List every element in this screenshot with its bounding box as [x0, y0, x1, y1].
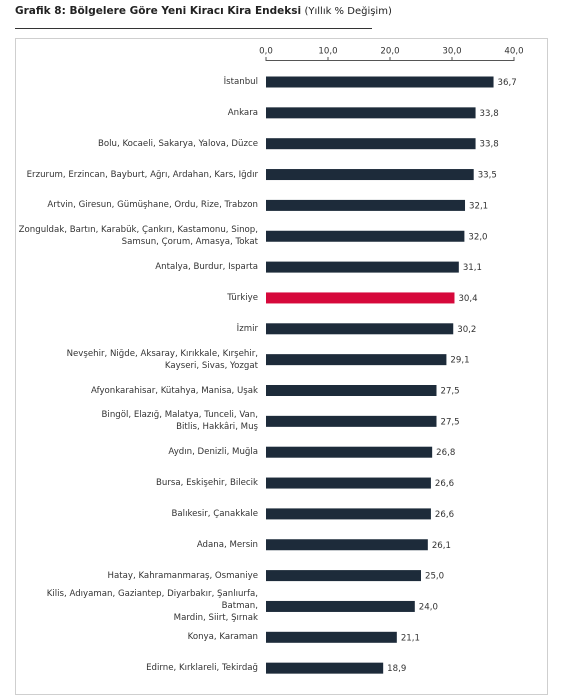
category-label: Ankara: [227, 107, 258, 118]
value-label: 27,5: [441, 387, 460, 397]
category-label: Bursa, Eskişehir, Bilecik: [156, 478, 258, 489]
category-label: Artvin, Giresun, Gümüşhane, Ordu, Rize, …: [47, 200, 258, 211]
category-label: Nevşehir, Niğde, Aksaray, Kırıkkale, Kır…: [66, 348, 258, 371]
bar: [266, 508, 431, 520]
value-label: 33,8: [480, 140, 499, 150]
bar: [266, 107, 476, 119]
title-row: Grafik 8: Bölgelere Göre Yeni Kiracı Kir…: [15, 5, 392, 17]
x-tick-label: 20,0: [380, 47, 399, 57]
value-label: 24,0: [419, 602, 438, 612]
category-label: Erzurum, Erzincan, Bayburt, Ağrı, Ardaha…: [26, 169, 258, 180]
x-tick-label: 40,0: [504, 47, 523, 57]
value-label: 33,5: [478, 171, 497, 181]
bar: [266, 199, 466, 211]
bar: [266, 323, 454, 335]
value-label: 21,1: [401, 633, 420, 643]
value-label: 26,6: [435, 510, 454, 520]
value-label: 27,5: [441, 417, 460, 427]
value-label: 30,4: [458, 294, 477, 304]
category-label: Aydın, Denizli, Muğla: [168, 447, 258, 458]
chart-title: Grafik 8: Bölgelere Göre Yeni Kiracı Kir…: [15, 5, 302, 17]
chart-frame: [15, 38, 548, 695]
bar: [266, 446, 433, 458]
x-tick-label: 0,0: [259, 47, 273, 57]
bar: [266, 662, 384, 674]
value-label: 26,1: [432, 541, 451, 551]
chart-subtitle: (Yıllık % Değişim): [304, 6, 392, 17]
x-tick-label: 30,0: [442, 47, 461, 57]
bar: [266, 292, 455, 304]
bar: [266, 385, 437, 396]
value-label: 31,1: [463, 263, 482, 273]
category-label: Afyonkarahisar, Kütahya, Manisa, Uşak: [91, 385, 258, 396]
bar: [266, 354, 447, 366]
bar: [266, 477, 431, 489]
x-tick-label: 10,0: [318, 47, 337, 57]
bar: [266, 230, 465, 242]
bar: [266, 539, 428, 551]
bar: [266, 138, 476, 150]
bar: [266, 415, 437, 427]
value-label: 30,2: [457, 325, 476, 335]
category-label: İstanbul: [223, 77, 258, 87]
value-label: 36,7: [498, 78, 517, 88]
bar: [266, 169, 474, 181]
category-label: Hatay, Kahramanmaraş, Osmaniye: [107, 570, 258, 581]
category-label: Türkiye: [227, 292, 258, 303]
value-label: 32,0: [468, 232, 487, 242]
bar: [266, 76, 494, 88]
bar: [266, 570, 421, 582]
category-label: Balıkesir, Çanakkale: [171, 508, 258, 519]
category-label: Edirne, Kırklareli, Tekirdağ: [146, 663, 258, 674]
value-label: 18,9: [387, 664, 406, 674]
value-label: 32,1: [469, 201, 488, 211]
value-label: 26,6: [435, 479, 454, 489]
category-label: İzmir: [236, 323, 258, 334]
bar: [266, 631, 397, 643]
value-label: 29,1: [450, 356, 469, 366]
value-label: 33,8: [480, 109, 499, 119]
category-label: Adana, Mersin: [196, 539, 258, 550]
category-label: Konya, Karaman: [187, 632, 258, 643]
category-label: Antalya, Burdur, Isparta: [155, 262, 258, 273]
value-label: 25,0: [425, 572, 444, 582]
bar: [266, 261, 459, 273]
category-label: Bolu, Kocaeli, Sakarya, Yalova, Düzce: [98, 138, 258, 149]
category-label: Kilis, Adıyaman, Gaziantep, Diyarbakır, …: [46, 589, 258, 624]
category-label: Bingöl, Elazığ, Malatya, Tunceli, Van, B…: [101, 410, 258, 433]
category-label: Zonguldak, Bartın, Karabük, Çankırı, Kas…: [18, 225, 258, 248]
value-label: 26,8: [436, 448, 455, 458]
bar: [266, 600, 415, 612]
